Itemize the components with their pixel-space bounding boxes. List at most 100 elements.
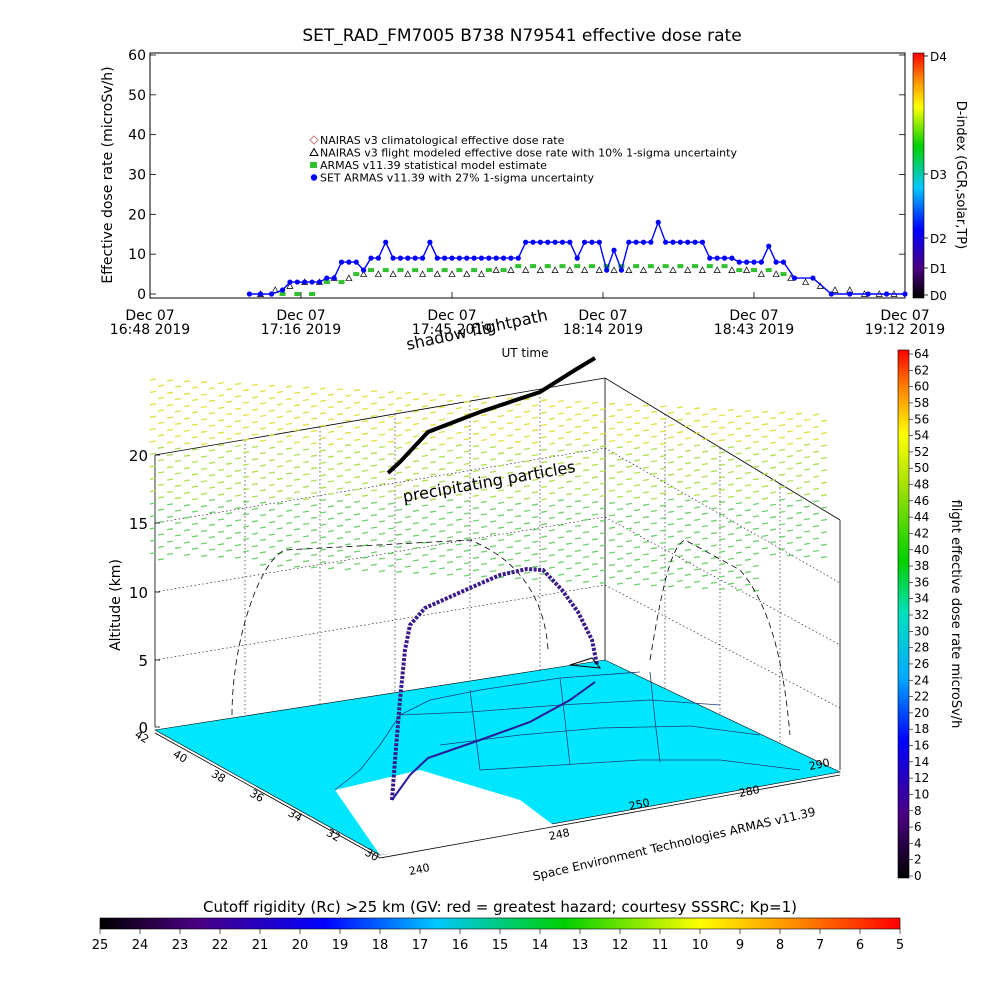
particle-dash — [191, 547, 199, 550]
particle-dash — [361, 506, 369, 510]
d-index-colorbar — [912, 52, 925, 299]
particle-dash — [633, 533, 641, 537]
particle-dash — [548, 492, 556, 495]
longitude-ticks: 240 248 250 280 290 — [408, 756, 831, 878]
particle-dash — [582, 456, 590, 459]
particle-dash — [506, 521, 514, 524]
particle-dash — [404, 528, 412, 531]
latitude-tick-label: 32 — [324, 826, 343, 844]
particle-dash — [599, 507, 607, 510]
particle-dash — [259, 563, 267, 566]
particle-dash — [353, 537, 361, 541]
particle-dash — [582, 493, 590, 497]
particle-dash — [395, 483, 403, 487]
particle-dash — [455, 555, 463, 559]
dose-colorbar-tick-label: 32 — [914, 608, 929, 622]
particle-dash — [310, 553, 318, 557]
particle-dash — [803, 505, 811, 508]
particle-dash — [344, 456, 352, 459]
particle-dash — [370, 439, 378, 442]
particle-dash — [217, 555, 225, 558]
dose-colorbar-tick-label: 10 — [914, 787, 929, 801]
particle-dash — [344, 431, 352, 434]
particle-dash — [744, 583, 752, 586]
particle-dash — [676, 418, 684, 421]
nairas-point — [728, 266, 736, 273]
set-armas-point — [442, 255, 448, 261]
particle-dash — [803, 493, 811, 496]
particle-dash — [259, 451, 267, 455]
set-armas-point — [316, 279, 323, 285]
cutoff-rigidity-ticks: 25 24 23 22 21 20 19 18 17 16 15 14 13 12 11 10 9 8 7 6 5 — [92, 929, 904, 953]
dose-x-tick-time: 18:14 2019 — [563, 322, 643, 338]
altitude-tick-label: 10 — [129, 584, 148, 602]
particle-dash — [242, 513, 250, 516]
set-armas-point — [331, 275, 337, 281]
particle-dash — [208, 436, 216, 440]
particle-dash — [438, 517, 446, 520]
altitude-axis: 0 5 10 15 20 — [129, 447, 160, 737]
particle-dash — [438, 430, 446, 434]
armas-model-point — [574, 264, 581, 269]
particle-dash — [727, 520, 735, 523]
particle-dash — [591, 550, 599, 553]
particle-dash — [574, 574, 582, 577]
particle-dash — [412, 460, 420, 463]
particle-dash — [200, 455, 208, 458]
particle-dash — [625, 440, 633, 444]
particle-dash — [387, 477, 395, 481]
particle-dash — [659, 504, 667, 507]
particle-dash — [693, 407, 701, 410]
particle-dash — [514, 515, 522, 518]
particle-dash — [395, 558, 403, 561]
particle-dash — [480, 525, 488, 528]
particle-dash — [446, 523, 454, 527]
particle-dash — [174, 447, 182, 450]
particle-dash — [319, 548, 327, 551]
particle-dash — [310, 392, 318, 395]
particle-dash — [786, 467, 794, 470]
particle-dash — [404, 416, 412, 419]
particle-dash — [514, 428, 522, 431]
dose-x-tick-day: Dec 07 — [276, 308, 325, 324]
dose-x-tick-day: Dec 07 — [427, 308, 476, 324]
particle-dash — [608, 402, 616, 405]
flight-track-ground — [391, 681, 596, 801]
particle-dash — [582, 444, 590, 447]
particle-dash — [497, 563, 505, 567]
particle-dash — [302, 522, 310, 526]
particle-dash — [608, 551, 616, 554]
particle-dash — [523, 472, 531, 475]
particle-dash — [166, 466, 174, 469]
particle-dash — [523, 522, 531, 525]
particle-dash — [548, 430, 556, 433]
longitude-tick-label: 248 — [548, 826, 571, 843]
particle-dash — [276, 514, 284, 518]
dose-x-tick-time: 19:12 2019 — [865, 322, 945, 338]
particle-dash — [531, 429, 539, 432]
particle-dash — [285, 422, 293, 426]
particle-dash — [370, 514, 378, 517]
particle-dash — [599, 432, 607, 436]
particle-dash — [548, 504, 556, 507]
particle-dash — [769, 540, 777, 544]
rc-tick-label: 5 — [896, 938, 904, 953]
particle-dash — [183, 541, 191, 544]
particle-dash — [599, 556, 607, 560]
particle-dash — [472, 494, 480, 497]
particle-dash — [744, 422, 752, 425]
particle-dash — [710, 494, 718, 498]
particle-dash — [795, 536, 803, 539]
set-armas-point — [545, 239, 551, 245]
particle-dash — [557, 523, 565, 527]
armas-model-point — [721, 264, 728, 269]
legend-diamond-icon — [309, 135, 319, 145]
particle-dash — [455, 431, 463, 435]
set-armas-point — [780, 259, 787, 265]
particle-dash — [378, 545, 386, 548]
particle-dash — [616, 545, 624, 548]
particle-dash — [489, 507, 497, 511]
particle-dash — [625, 477, 633, 481]
particle-dash — [548, 516, 556, 520]
